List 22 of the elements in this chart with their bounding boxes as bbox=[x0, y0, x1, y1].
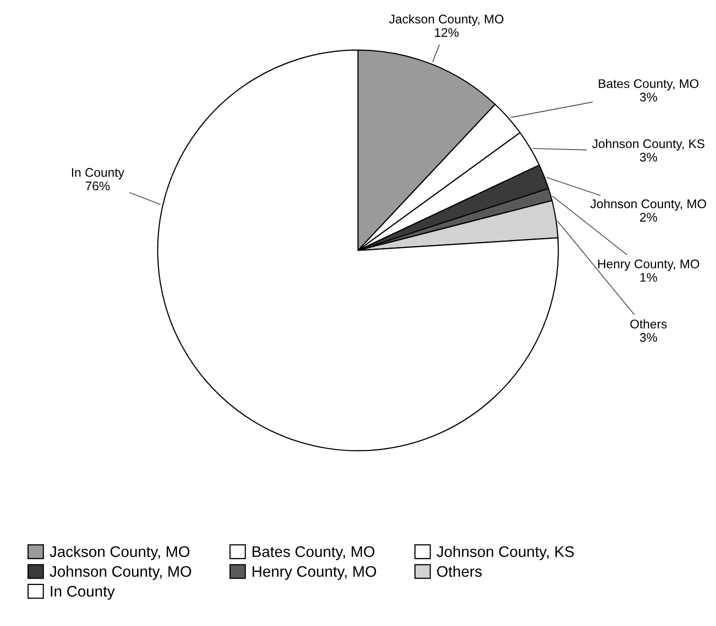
slice-label: Henry County, MO bbox=[598, 259, 700, 271]
slice-label: Bates County, MO bbox=[598, 79, 698, 91]
data-label: 12% bbox=[434, 28, 459, 37]
legend-label: Jackson County, MO bbox=[50, 546, 190, 560]
data-label: 3% bbox=[640, 92, 658, 102]
pie-slice bbox=[157, 50, 559, 452]
data-label: 76% bbox=[86, 182, 110, 190]
data-label: 2% bbox=[640, 212, 658, 222]
legend-label: Johnson County, MO bbox=[50, 566, 192, 580]
legend-label: Others bbox=[437, 566, 482, 577]
legend-label: Henry County, MO bbox=[252, 566, 376, 580]
slice-label: Jackson County, MO bbox=[389, 14, 504, 26]
legend-label: In County bbox=[50, 586, 115, 600]
slice-label: In County bbox=[72, 168, 124, 180]
slice-label: Johnson County, KS bbox=[592, 138, 704, 151]
legend-label: Johnson County, KS bbox=[436, 546, 574, 560]
data-label: 3% bbox=[640, 333, 658, 342]
data-label: 1% bbox=[640, 273, 658, 282]
legend-label: Bates County, MO bbox=[252, 546, 374, 560]
slice-label: Johnson County, MO bbox=[590, 199, 706, 211]
data-label: 3% bbox=[640, 152, 658, 162]
slice-label: Others bbox=[630, 319, 667, 328]
